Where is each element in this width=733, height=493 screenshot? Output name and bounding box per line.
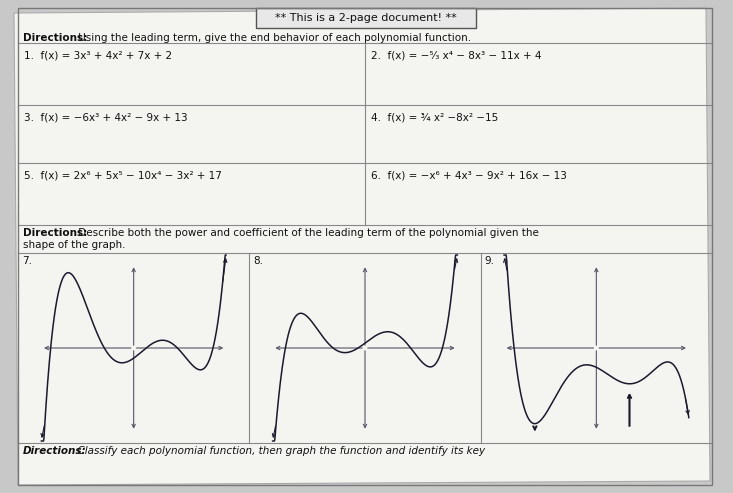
Text: Directions:: Directions: xyxy=(23,228,87,238)
Text: Directions:: Directions: xyxy=(23,33,87,43)
Text: Classify each polynomial function, then graph the function and identify its key: Classify each polynomial function, then … xyxy=(71,446,485,456)
Text: 7.: 7. xyxy=(22,256,32,266)
Text: 3.  f(x) = −6x³ + 4x² − 9x + 13: 3. f(x) = −6x³ + 4x² − 9x + 13 xyxy=(24,113,188,123)
Text: 4.  f(x) = ¾ x² −8x² −15: 4. f(x) = ¾ x² −8x² −15 xyxy=(371,113,498,123)
Text: 8.: 8. xyxy=(254,256,263,266)
Bar xyxy=(256,8,476,28)
Text: 1.  f(x) = 3x³ + 4x² + 7x + 2: 1. f(x) = 3x³ + 4x² + 7x + 2 xyxy=(24,51,172,61)
Text: shape of the graph.: shape of the graph. xyxy=(23,240,125,250)
Text: 9.: 9. xyxy=(485,256,495,266)
Text: 2.  f(x) = −⁵⁄₃ x⁴ − 8x³ − 11x + 4: 2. f(x) = −⁵⁄₃ x⁴ − 8x³ − 11x + 4 xyxy=(371,51,542,61)
Text: ** This is a 2-page document! **: ** This is a 2-page document! ** xyxy=(275,13,457,23)
Text: 5.  f(x) = 2x⁶ + 5x⁵ − 10x⁴ − 3x² + 17: 5. f(x) = 2x⁶ + 5x⁵ − 10x⁴ − 3x² + 17 xyxy=(24,171,222,181)
Text: 6.  f(x) = −x⁶ + 4x³ − 9x² + 16x − 13: 6. f(x) = −x⁶ + 4x³ − 9x² + 16x − 13 xyxy=(371,171,567,181)
Polygon shape xyxy=(14,8,710,485)
Text: Directions:: Directions: xyxy=(23,446,86,456)
Text: Describe both the power and coefficient of the leading term of the polynomial gi: Describe both the power and coefficient … xyxy=(75,228,539,238)
Text: Using the leading term, give the end behavior of each polynomial function.: Using the leading term, give the end beh… xyxy=(75,33,471,43)
